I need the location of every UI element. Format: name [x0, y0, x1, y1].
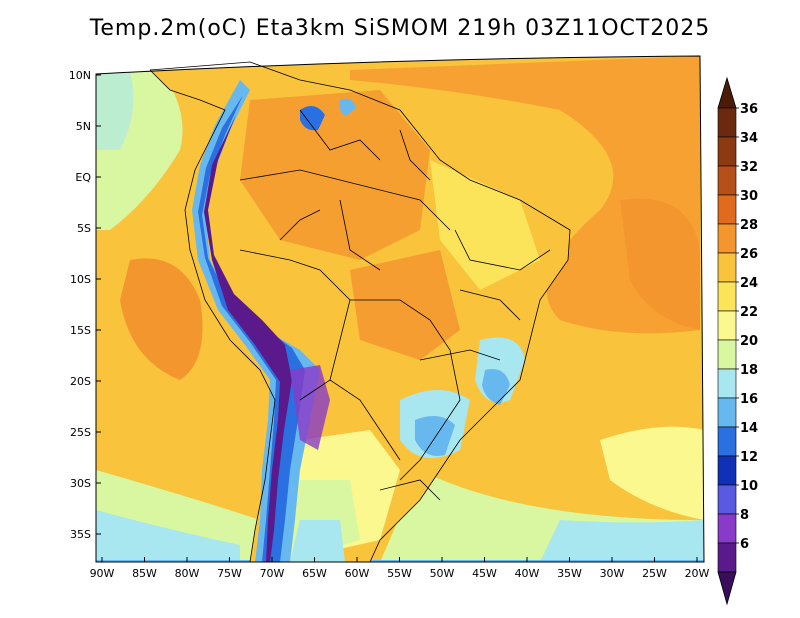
colorbar-segment	[717, 165, 737, 196]
lon-tick-label: 50W	[430, 567, 455, 580]
map-frame	[95, 55, 705, 563]
lon-tick-label: 90W	[90, 567, 115, 580]
longitude-axis: 90W 85W 80W 75W 70W 65W 60W 55W 50W 45W 40W 35W 30W 2…	[90, 557, 710, 580]
colorbar-segment	[717, 455, 737, 486]
colorbar-segment	[717, 223, 737, 254]
colorbar-top-arrow	[717, 76, 737, 109]
colorbar-label: 16	[740, 392, 758, 407]
lon-tick-label: 55W	[387, 567, 412, 580]
lon-tick-label: 80W	[175, 567, 200, 580]
lon-tick-label: 70W	[260, 567, 285, 580]
colorbar-segment	[717, 426, 737, 457]
colorbar-bottom-arrow	[717, 571, 737, 606]
colorbar-label: 36	[740, 102, 758, 117]
pacific-hot-region	[120, 258, 203, 380]
lon-tick-label: 30W	[600, 567, 625, 580]
lat-tick-label: 5N	[76, 120, 91, 133]
colorbar-label: 22	[740, 305, 758, 320]
colorbar-label: 14	[740, 421, 758, 436]
colorbar-segment	[717, 194, 737, 225]
lat-tick-label: 10S	[70, 273, 91, 286]
lat-tick-label: 20S	[70, 375, 91, 388]
lat-tick-label: 15S	[70, 324, 91, 337]
colorbar-label: 28	[740, 218, 758, 233]
map-title: Temp.2m(oC) Eta3km SiSMOM 219h 03Z11OCT2…	[89, 16, 711, 41]
lon-tick-label: 65W	[302, 567, 327, 580]
colorbar-segment	[717, 339, 737, 370]
lat-tick-label: 30S	[70, 477, 91, 490]
lon-tick-label: 40W	[515, 567, 540, 580]
atlantic-warm-region	[350, 56, 700, 334]
colorbar-segment	[717, 368, 737, 399]
colorbar-segment	[717, 136, 737, 167]
colorbar: 36 34 32 30 28 26 24 22 20 18 16 14 12 10 8 6	[717, 76, 758, 606]
colorbar-label: 26	[740, 247, 758, 262]
lat-tick-label: 35S	[70, 528, 91, 541]
latitude-axis: 10N 5N EQ 5S 10S 15S 20S 25S 30S 35S	[69, 69, 101, 541]
colorbar-segment	[717, 513, 737, 544]
lat-tick-label: 5S	[77, 222, 91, 235]
lon-tick-label: 85W	[132, 567, 157, 580]
colorbar-segment	[717, 310, 737, 341]
colorbar-label: 34	[740, 131, 758, 146]
colorbar-segment	[717, 107, 737, 138]
atlantic-mild-region	[600, 426, 704, 520]
colorbar-segment	[717, 484, 737, 515]
lon-tick-label: 45W	[472, 567, 497, 580]
lon-tick-label: 60W	[345, 567, 370, 580]
lat-tick-label: 10N	[69, 69, 91, 82]
lon-tick-label: 20W	[685, 567, 710, 580]
colorbar-label: 6	[740, 537, 749, 552]
colorbar-label: 32	[740, 160, 758, 175]
colorbar-label: 24	[740, 276, 758, 291]
lon-tick-label: 35W	[557, 567, 582, 580]
lat-tick-label: 25S	[70, 426, 91, 439]
colorbar-label: 10	[740, 479, 758, 494]
colorbar-segment	[717, 397, 737, 428]
lon-tick-label: 75W	[217, 567, 242, 580]
colorbar-segment	[717, 252, 737, 283]
colorbar-label: 30	[740, 189, 758, 204]
colorbar-segment	[717, 281, 737, 312]
colorbar-label: 12	[740, 450, 758, 465]
colorbar-label: 18	[740, 363, 758, 378]
country-borders	[149, 61, 571, 563]
atlantic-hot-region	[620, 198, 700, 330]
colorbar-label: 20	[740, 334, 758, 349]
colorbar-segment	[717, 542, 737, 573]
temperature-field	[96, 56, 704, 562]
lat-tick-label: EQ	[75, 171, 91, 184]
lon-tick-label: 25W	[642, 567, 667, 580]
colorbar-label: 8	[740, 508, 749, 523]
